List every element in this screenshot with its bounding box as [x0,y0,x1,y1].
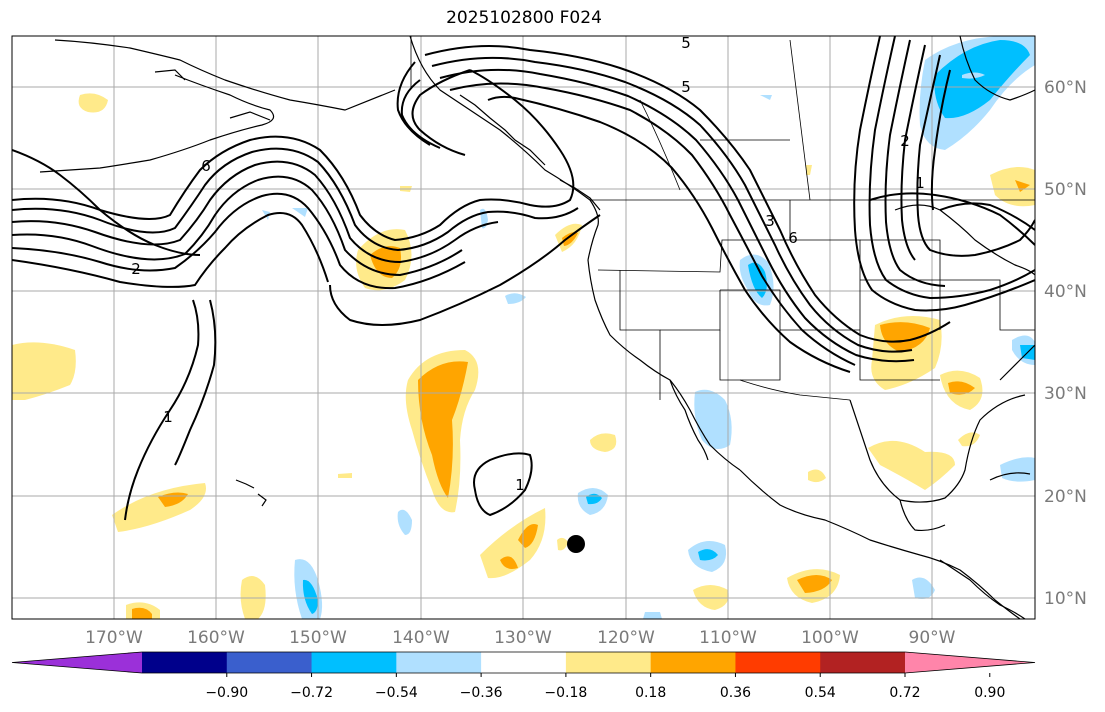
colorbar-segment [650,652,736,673]
lon-tick-label: 110°W [699,628,757,648]
colorbar-extend-high [905,652,1035,673]
colorbar-tick-label: 0.36 [720,685,751,701]
lon-tick-label: 170°W [85,628,143,648]
contour-label: 5 [681,34,691,52]
map-frame [11,35,1036,620]
colorbar-tick-label: −0.54 [375,685,418,701]
colorbar-segment [735,652,821,673]
contour-label: 6 [788,229,798,247]
shaded-field [12,36,1035,619]
lon-tick-label: 90°W [909,628,956,648]
lat-tick-label: 40°N [1044,282,1087,302]
contour-label: 5 [681,78,691,96]
lat-tick-label: 60°N [1044,78,1087,98]
colorbar-tick-label: −0.90 [205,685,248,701]
colorbar-tick-label: 0.54 [805,685,836,701]
colorbar-tick-label: 0.90 [974,685,1005,701]
location-marker [567,535,585,553]
contour-label: 1 [163,408,173,426]
contour-labels: 5 6 2 1 1 5 6 3 2 1 [131,34,925,494]
map-title: 2025102800 F024 [446,8,602,28]
colorbar-tick-label: −0.36 [460,685,503,701]
lat-tick-label: 20°N [1044,487,1087,507]
contour-label: 1 [915,174,925,192]
contour-label: 2 [900,132,910,150]
map-panel: 5 6 2 1 1 5 6 3 2 1 [12,34,1035,619]
lon-tick-label: 120°W [597,628,655,648]
colorbar-extend-low [12,652,142,673]
borders [410,36,1035,401]
lon-tick-label: 130°W [494,628,552,648]
contour-label: 1 [515,476,525,494]
colorbar-tick-label: 0.72 [889,685,920,701]
colorbar-segment [396,652,482,673]
colorbar-segment [820,652,906,673]
colorbar-segment [481,652,567,673]
colorbar-segment [142,652,228,673]
contour-label: 6 [201,157,211,175]
lat-tick-label: 30°N [1044,384,1087,404]
lat-tick-label: 50°N [1044,180,1087,200]
lat-tick-labels: 60°N 50°N 40°N 30°N 20°N 10°N [1044,78,1087,609]
lon-tick-label: 150°W [289,628,347,648]
colorbar: −0.90 −0.72 −0.54 −0.36 −0.18 0.18 0.36 0.54 0.7… [11,651,1036,701]
colorbar-tick-label: −0.72 [290,685,333,701]
colorbar-segment [311,652,397,673]
lon-tick-label: 140°W [392,628,450,648]
colorbar-segment [565,652,652,673]
lat-tick-label: 10°N [1044,589,1087,609]
contour-lines [12,36,1035,521]
colorbar-segment [226,652,313,673]
contour-label: 2 [131,260,141,278]
contour-label: 3 [765,212,775,230]
colorbar-tick-label: −0.18 [544,685,587,701]
colorbar-tick-label: 0.18 [635,685,666,701]
lon-tick-label: 160°W [187,628,245,648]
gridlines [12,36,1035,619]
lon-tick-label: 100°W [801,628,859,648]
lon-tick-labels: 170°W 160°W 150°W 140°W 130°W 120°W 110°… [85,628,956,648]
colorbar-outline [11,651,1036,674]
coastlines [39,36,1035,619]
